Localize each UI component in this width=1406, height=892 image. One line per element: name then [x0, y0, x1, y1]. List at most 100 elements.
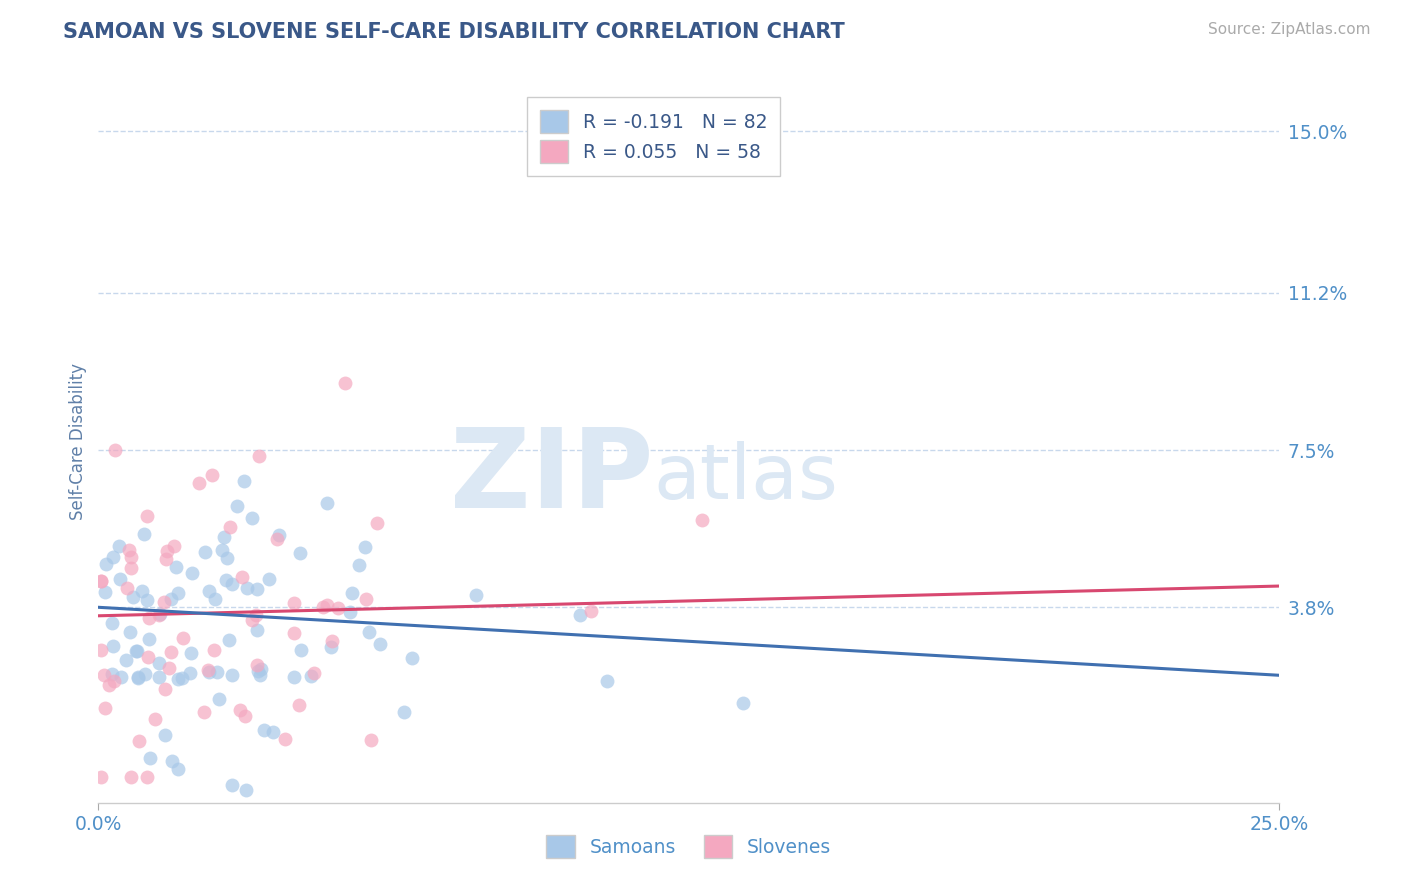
- Point: [731, 696, 754, 710]
- Point: [160, 591, 183, 606]
- Point: [201, 467, 224, 482]
- Point: [157, 661, 180, 675]
- Point: [221, 577, 243, 591]
- Point: [302, 665, 325, 680]
- Point: [326, 601, 349, 615]
- Point: [246, 665, 269, 679]
- Point: [266, 532, 288, 546]
- Point: [110, 670, 132, 684]
- Point: [269, 528, 291, 542]
- Point: [118, 542, 141, 557]
- Point: [231, 570, 253, 584]
- Point: [283, 625, 305, 640]
- Point: [218, 632, 240, 647]
- Point: [135, 508, 157, 523]
- Point: [340, 586, 363, 600]
- Text: ZIP: ZIP: [450, 425, 654, 531]
- Point: [253, 723, 276, 737]
- Point: [339, 605, 361, 619]
- Point: [211, 542, 233, 557]
- Point: [90, 770, 112, 784]
- Point: [250, 662, 273, 676]
- Point: [311, 600, 333, 615]
- Point: [321, 634, 343, 648]
- Point: [232, 474, 254, 488]
- Point: [290, 643, 312, 657]
- Point: [136, 770, 159, 784]
- Point: [240, 510, 263, 524]
- Point: [93, 585, 115, 599]
- Point: [205, 665, 228, 679]
- Point: [360, 733, 382, 747]
- Point: [283, 670, 305, 684]
- Point: [166, 672, 188, 686]
- Point: [208, 692, 231, 706]
- Point: [347, 558, 370, 573]
- Point: [159, 645, 181, 659]
- Point: [120, 561, 142, 575]
- Point: [245, 608, 267, 623]
- Point: [152, 595, 174, 609]
- Point: [148, 608, 170, 623]
- Point: [283, 596, 305, 610]
- Point: [197, 665, 219, 679]
- Point: [246, 623, 269, 637]
- Point: [212, 530, 235, 544]
- Point: [465, 588, 488, 602]
- Point: [198, 583, 221, 598]
- Point: [108, 572, 131, 586]
- Point: [98, 678, 121, 692]
- Point: [335, 376, 357, 390]
- Point: [90, 643, 112, 657]
- Point: [162, 539, 184, 553]
- Point: [125, 644, 148, 658]
- Y-axis label: Self-Care Disability: Self-Care Disability: [69, 363, 87, 520]
- Point: [193, 705, 215, 719]
- Point: [188, 475, 211, 490]
- Point: [131, 584, 153, 599]
- Point: [160, 754, 183, 768]
- Point: [143, 712, 166, 726]
- Point: [356, 591, 378, 606]
- Point: [166, 586, 188, 600]
- Point: [153, 728, 176, 742]
- Point: [94, 557, 117, 571]
- Legend: Samoans, Slovenes: Samoans, Slovenes: [538, 828, 839, 865]
- Point: [149, 607, 172, 621]
- Point: [249, 668, 271, 682]
- Point: [101, 615, 124, 630]
- Point: [246, 582, 269, 597]
- Point: [240, 613, 263, 627]
- Point: [104, 443, 127, 458]
- Point: [94, 701, 117, 715]
- Text: SAMOAN VS SLOVENE SELF-CARE DISABILITY CORRELATION CHART: SAMOAN VS SLOVENE SELF-CARE DISABILITY C…: [63, 22, 845, 42]
- Point: [353, 540, 375, 554]
- Point: [692, 513, 714, 527]
- Point: [148, 657, 170, 671]
- Point: [134, 667, 156, 681]
- Point: [233, 709, 256, 723]
- Point: [179, 666, 201, 681]
- Point: [180, 646, 202, 660]
- Point: [115, 653, 138, 667]
- Point: [259, 573, 281, 587]
- Point: [299, 668, 322, 682]
- Point: [236, 581, 259, 595]
- Point: [100, 666, 122, 681]
- Point: [197, 663, 219, 677]
- Point: [138, 611, 160, 625]
- Point: [219, 519, 242, 533]
- Point: [170, 672, 193, 686]
- Point: [136, 650, 159, 665]
- Point: [321, 640, 343, 654]
- Point: [366, 516, 388, 530]
- Point: [101, 549, 124, 564]
- Point: [202, 643, 225, 657]
- Point: [127, 670, 149, 684]
- Point: [568, 608, 591, 623]
- Point: [401, 650, 423, 665]
- Point: [229, 703, 252, 717]
- Point: [132, 527, 155, 541]
- Point: [579, 604, 602, 618]
- Point: [90, 574, 112, 588]
